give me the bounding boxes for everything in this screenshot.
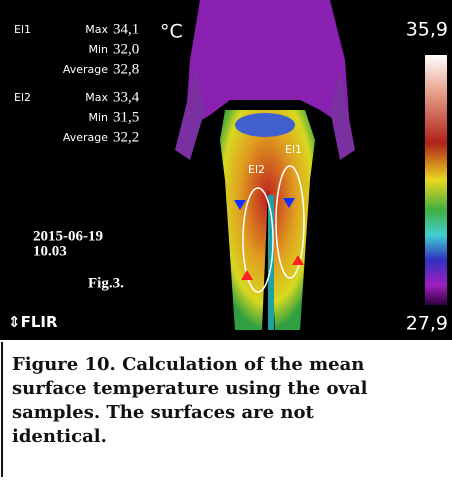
caption-line: Figure 10. Calculation of the mean — [12, 354, 364, 375]
stat-value: 32,2 — [113, 129, 139, 145]
caption-line: identical. — [12, 426, 107, 447]
stat-name: Min — [88, 111, 108, 124]
stat-name: Max — [85, 91, 108, 104]
readout-label: El1 — [14, 23, 31, 36]
date: 2015-06-19 — [33, 228, 103, 244]
stat-value: 31,5 — [113, 109, 139, 125]
ellipse-label: El2 — [248, 163, 265, 176]
time: 10.03 — [33, 243, 67, 259]
max-marker — [241, 270, 253, 280]
scale-min: 27,9 — [406, 313, 448, 335]
stat-value: 32,0 — [113, 41, 139, 57]
color-scale — [425, 55, 447, 305]
min-marker — [283, 198, 295, 208]
scale-max: 35,9 — [406, 19, 448, 41]
stat-name: Average — [63, 131, 108, 144]
ellipse-el2 — [242, 187, 274, 293]
stat-name: Min — [88, 43, 108, 56]
stat-value: 32,8 — [113, 61, 139, 77]
unit: °C — [160, 21, 183, 43]
caption-line: surface temperature using the oval — [12, 378, 368, 399]
min-marker — [234, 200, 246, 210]
stat-name: Average — [63, 63, 108, 76]
brand: ⇕FLIR — [8, 313, 58, 331]
body-silhouette — [175, 0, 355, 330]
max-marker — [292, 255, 304, 265]
readout-label: El2 — [14, 91, 31, 104]
caption-line: samples. The surfaces are not — [12, 402, 314, 423]
fig-label: Fig.3. — [88, 275, 124, 291]
stat-name: Max — [85, 23, 108, 36]
stat-value: 34,1 — [113, 21, 139, 37]
stat-value: 33,4 — [113, 89, 140, 105]
ellipse-label: El1 — [285, 143, 302, 156]
ellipse-el1 — [275, 165, 305, 279]
